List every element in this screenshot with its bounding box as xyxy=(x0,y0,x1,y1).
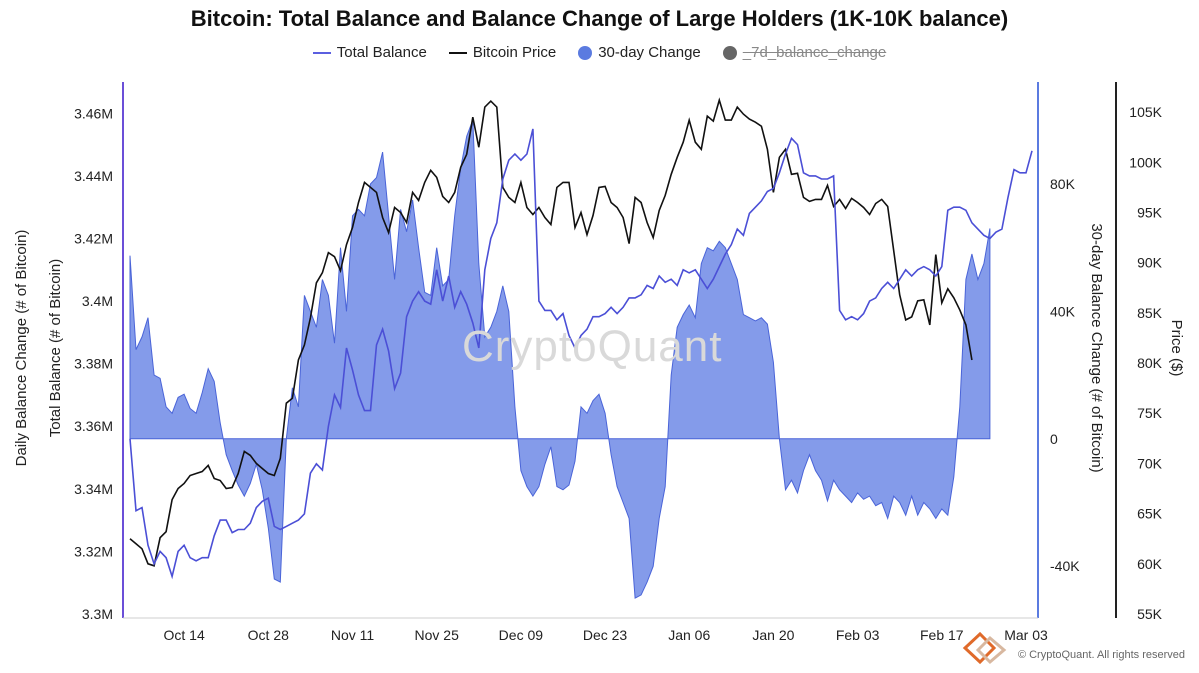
left-tick-label: 3.34M xyxy=(74,481,113,497)
left-tick-label: 3.32M xyxy=(74,543,113,559)
legend-item-30-day-change[interactable]: 30-day Change xyxy=(578,44,701,61)
x-tick-label: Jan 06 xyxy=(668,627,710,643)
legend-item-7d-balance-change[interactable]: _7d_balance_change xyxy=(722,44,887,61)
series-bitcoin-price-line xyxy=(129,97,973,567)
price-tick-label: 100K xyxy=(1129,154,1162,170)
x-tick-label: Feb 17 xyxy=(920,627,964,643)
right-tick-label: -40K xyxy=(1050,558,1080,574)
x-tick-label: Dec 09 xyxy=(499,627,544,643)
x-tick-label: Feb 03 xyxy=(836,627,880,643)
price-tick-label: 90K xyxy=(1137,255,1163,271)
left-tick-label: 3.4M xyxy=(82,293,113,309)
cryptoquant-logo-icon xyxy=(962,631,1007,665)
x-tick-label: Dec 23 xyxy=(583,627,628,643)
price-tick-label: 105K xyxy=(1129,104,1162,120)
legend-swatch-30-day-change xyxy=(578,45,593,60)
legend-label-bitcoin-price: Bitcoin Price xyxy=(472,44,557,61)
legend-item-total-balance[interactable]: Total Balance xyxy=(312,44,427,61)
legend-label-total-balance: Total Balance xyxy=(336,44,427,61)
right-tick-label: 0 xyxy=(1050,431,1058,447)
left-tick-label: 3.46M xyxy=(74,105,113,121)
series-total-balance-line xyxy=(129,128,1033,580)
right-tick-label: 40K xyxy=(1050,303,1076,319)
x-tick-label: Nov 25 xyxy=(415,627,460,643)
left-tick-label: 3.44M xyxy=(74,168,113,184)
price-tick-label: 75K xyxy=(1137,405,1163,421)
legend-swatch-total-balance xyxy=(312,51,331,54)
x-tick-label: Oct 28 xyxy=(248,627,289,643)
x-tick-label: Mar 03 xyxy=(1004,627,1048,643)
price-tick-label: 60K xyxy=(1137,556,1163,572)
left-tick-label: 3.42M xyxy=(74,230,113,246)
legend-swatch-bitcoin-price xyxy=(448,51,467,54)
chart-legend: Total Balance Bitcoin Price 30-day Chang… xyxy=(0,44,1199,61)
price-tick-label: 70K xyxy=(1137,455,1163,471)
left-tick-label: 3.36M xyxy=(74,418,113,434)
chart-title: Bitcoin: Total Balance and Balance Chang… xyxy=(190,6,1009,31)
price-tick-label: 55K xyxy=(1137,606,1163,622)
legend-swatch-7d-balance-change xyxy=(722,45,737,60)
left-tick-label: 3.38M xyxy=(74,356,113,372)
x-tick-label: Oct 14 xyxy=(163,627,204,643)
legend-label-30-day-change: 30-day Change xyxy=(598,44,701,61)
line-layer xyxy=(129,97,1033,580)
right-axis-title: 30-day Balance Change (# of Bitcoin) xyxy=(1088,223,1105,472)
price-tick-label: 95K xyxy=(1137,204,1163,220)
series-30-day-change-area xyxy=(129,120,991,599)
right-tick-label: 80K xyxy=(1050,176,1076,192)
far-left-axis-title: Daily Balance Change (# of Bitcoin) xyxy=(13,230,30,467)
left-axis-title: Total Balance (# of Bitcoin) xyxy=(47,259,64,437)
x-tick-label: Nov 11 xyxy=(331,627,375,643)
x-tick-label: Jan 20 xyxy=(752,627,794,643)
price-tick-label: 80K xyxy=(1137,355,1163,371)
copyright-notice: © CryptoQuant. All rights reserved xyxy=(1017,649,1185,661)
legend-label-7d-balance-change: _7d_balance_change xyxy=(742,44,887,61)
price-axis-title: Price ($) xyxy=(1168,320,1185,377)
left-tick-label: 3.3M xyxy=(82,606,113,622)
price-tick-label: 85K xyxy=(1137,305,1163,321)
change-area-layer xyxy=(129,120,991,599)
axes-layer: 3.3M 3.32M 3.34M 3.36M 3.38M 3.4M 3.42M 3.44M 3.… xyxy=(13,82,1185,643)
legend-item-bitcoin-price[interactable]: Bitcoin Price xyxy=(448,44,557,61)
price-tick-label: 65K xyxy=(1137,506,1163,522)
